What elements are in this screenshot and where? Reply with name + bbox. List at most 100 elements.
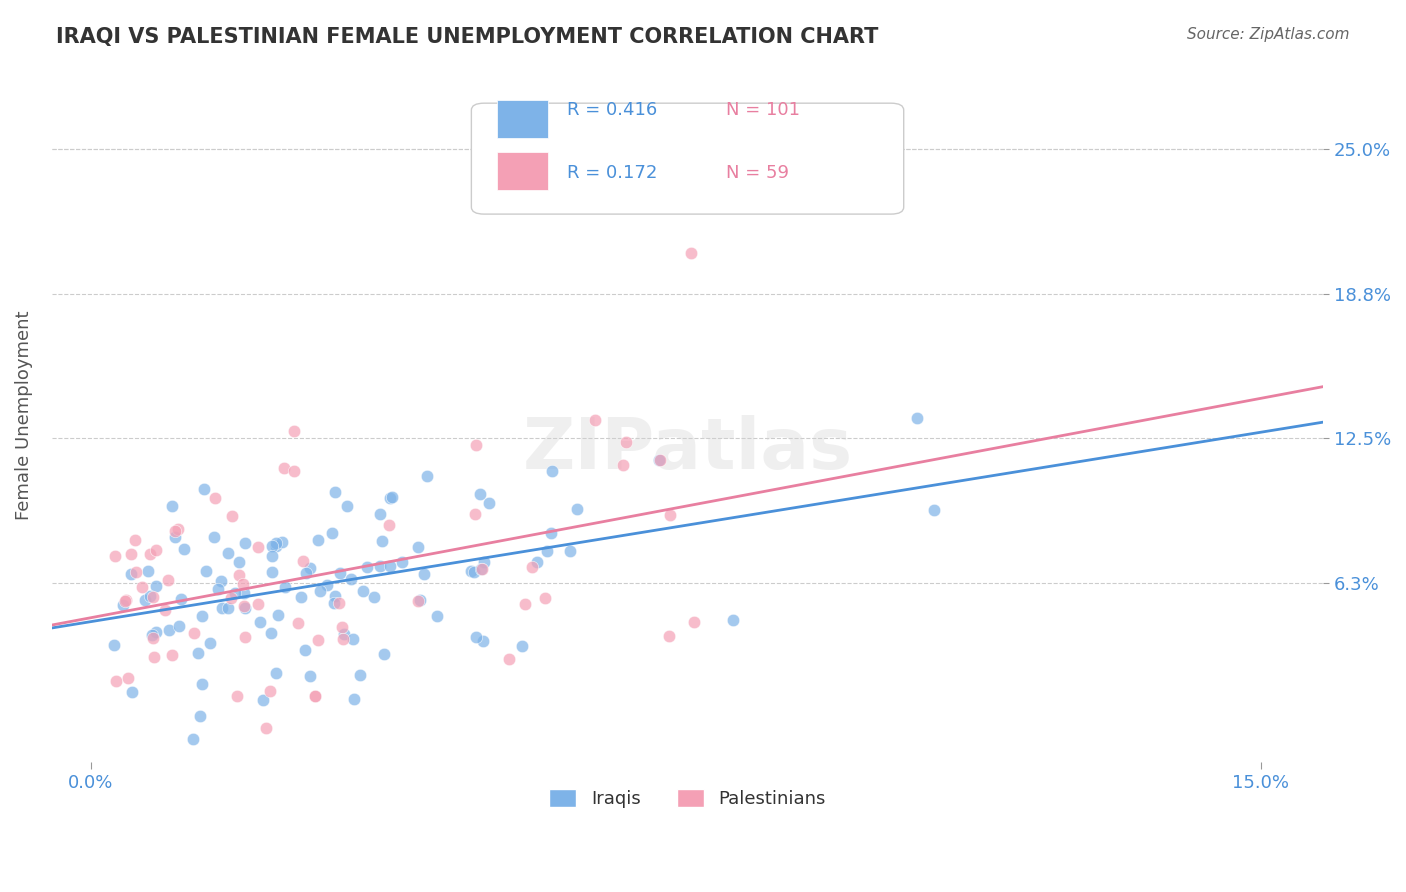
Iraqis — [294, 643, 316, 657]
Iraqis — [202, 530, 225, 544]
Palestinians — [464, 507, 486, 521]
Iraqis — [413, 567, 436, 582]
Iraqis — [541, 464, 564, 478]
Bar — [496, 152, 548, 190]
Palestinians — [166, 522, 188, 536]
Iraqis — [426, 609, 449, 624]
Text: ZIPatlas: ZIPatlas — [523, 416, 852, 484]
Iraqis — [329, 566, 352, 580]
Iraqis — [224, 586, 246, 600]
Iraqis — [193, 482, 215, 496]
Iraqis — [307, 533, 329, 547]
Palestinians — [120, 547, 142, 561]
Iraqis — [249, 615, 271, 630]
Palestinians — [139, 547, 162, 561]
Palestinians — [142, 590, 165, 604]
Palestinians — [142, 631, 165, 645]
FancyBboxPatch shape — [471, 103, 904, 214]
Text: Source: ZipAtlas.com: Source: ZipAtlas.com — [1187, 27, 1350, 42]
Iraqis — [536, 544, 558, 558]
Palestinians — [104, 549, 127, 563]
Palestinians — [583, 413, 606, 427]
Iraqis — [170, 592, 193, 607]
Iraqis — [460, 564, 482, 578]
Palestinians — [283, 424, 305, 438]
Palestinians — [124, 533, 146, 548]
Palestinians — [183, 626, 205, 640]
Iraqis — [252, 692, 274, 706]
Iraqis — [567, 502, 589, 516]
Iraqis — [209, 574, 232, 588]
Iraqis — [274, 580, 297, 594]
Palestinians — [246, 598, 269, 612]
Iraqis — [299, 560, 322, 574]
Iraqis — [294, 566, 316, 581]
Iraqis — [381, 491, 404, 505]
Iraqis — [363, 590, 385, 604]
Palestinians — [332, 632, 354, 646]
Palestinians — [658, 629, 681, 643]
Iraqis — [477, 496, 499, 510]
Iraqis — [120, 566, 142, 581]
Iraqis — [470, 486, 492, 500]
Iraqis — [232, 586, 254, 600]
Iraqis — [211, 601, 233, 615]
Iraqis — [217, 546, 239, 560]
Palestinians — [226, 689, 249, 703]
Iraqis — [191, 677, 214, 691]
Palestinians — [682, 615, 704, 629]
Palestinians — [273, 461, 295, 475]
Iraqis — [262, 549, 284, 563]
Iraqis — [169, 619, 191, 633]
Iraqis — [157, 624, 180, 638]
Palestinians — [254, 721, 277, 735]
Text: N = 101: N = 101 — [725, 101, 800, 120]
Iraqis — [470, 562, 492, 576]
Palestinians — [145, 543, 167, 558]
Iraqis — [322, 596, 344, 610]
Palestinians — [498, 652, 520, 666]
Palestinians — [292, 554, 315, 568]
Palestinians — [160, 648, 183, 662]
Palestinians — [465, 437, 488, 451]
Iraqis — [416, 468, 439, 483]
Palestinians — [232, 576, 254, 591]
Y-axis label: Female Unemployment: Female Unemployment — [15, 310, 32, 520]
Iraqis — [145, 624, 167, 639]
Iraqis — [233, 536, 256, 550]
Iraqis — [183, 731, 205, 746]
Palestinians — [104, 674, 127, 689]
Iraqis — [512, 639, 534, 653]
Iraqis — [194, 565, 217, 579]
Iraqis — [378, 558, 401, 573]
Palestinians — [233, 630, 256, 644]
Bar — [496, 100, 548, 138]
Text: N = 59: N = 59 — [725, 163, 789, 181]
Iraqis — [191, 608, 214, 623]
Palestinians — [304, 689, 326, 703]
Iraqis — [463, 565, 485, 579]
Iraqis — [373, 647, 395, 661]
Iraqis — [371, 534, 394, 549]
Iraqis — [271, 534, 294, 549]
Palestinians — [259, 684, 281, 698]
Iraqis — [922, 503, 945, 517]
Iraqis — [526, 555, 548, 569]
Palestinians — [304, 690, 326, 704]
Palestinians — [228, 568, 250, 582]
Palestinians — [165, 524, 187, 538]
Iraqis — [343, 692, 366, 706]
Iraqis — [647, 452, 669, 467]
Text: R = 0.416: R = 0.416 — [567, 101, 657, 120]
Palestinians — [114, 593, 136, 607]
Iraqis — [141, 627, 163, 641]
Iraqis — [190, 709, 212, 723]
Iraqis — [471, 634, 494, 648]
Iraqis — [138, 589, 160, 603]
Palestinians — [131, 580, 153, 594]
Iraqis — [112, 598, 135, 612]
Iraqis — [173, 541, 195, 556]
Iraqis — [378, 491, 401, 506]
Palestinians — [204, 491, 226, 506]
Palestinians — [471, 562, 494, 576]
